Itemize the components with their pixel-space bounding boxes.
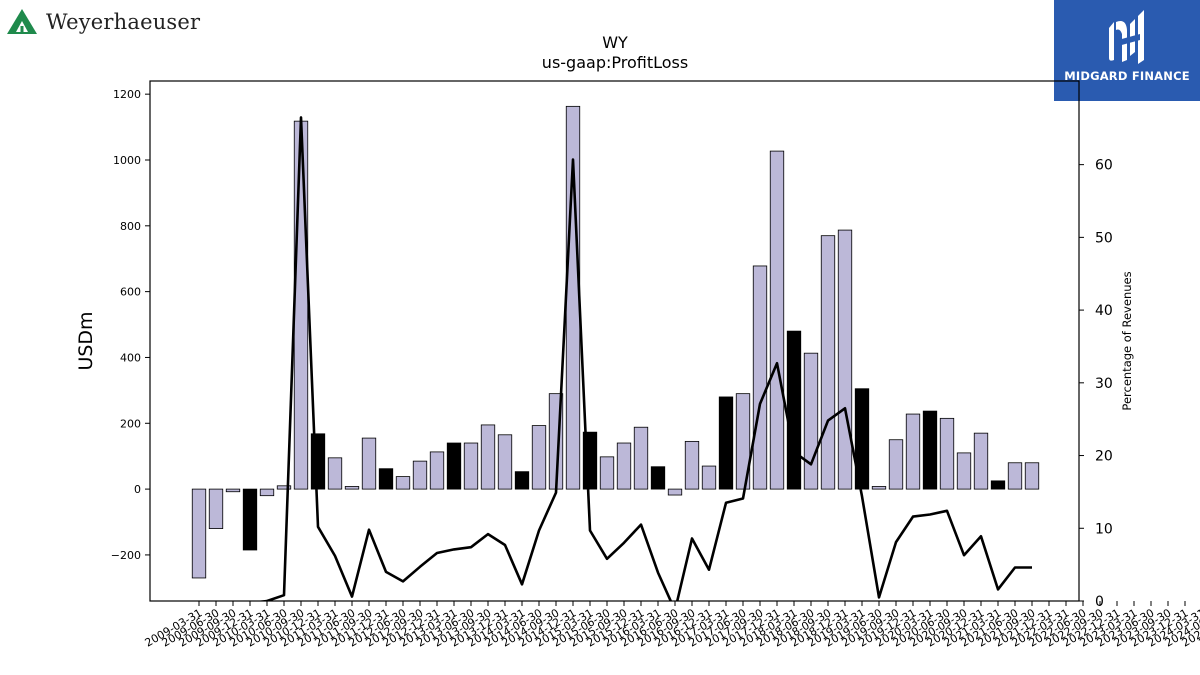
- bar: [990, 480, 1006, 490]
- x-axis: 2009-03-312009-06-302009-09-302009-12-31…: [143, 601, 1200, 650]
- bar: [191, 488, 207, 579]
- y-tick-label: 400: [120, 351, 141, 364]
- y-tick-label: −200: [111, 549, 141, 562]
- bar: [514, 471, 530, 490]
- bar: [446, 442, 462, 490]
- bar: [361, 437, 377, 490]
- y2-tick-label: 50: [1095, 230, 1113, 246]
- bar: [905, 413, 921, 490]
- y-tick-label: 200: [120, 417, 141, 430]
- bar: [956, 452, 972, 490]
- bar: [293, 120, 309, 490]
- bar: [412, 460, 428, 490]
- y2-tick-label: 40: [1095, 303, 1113, 319]
- bar: [1007, 462, 1023, 490]
- y-tick-label: 0: [134, 483, 141, 496]
- bar: [820, 235, 836, 490]
- y2-tick-label: 30: [1095, 376, 1113, 392]
- y2-tick-label: 0: [1095, 594, 1104, 610]
- bar: [667, 488, 683, 496]
- y-tick-label: 1200: [113, 88, 141, 101]
- bar: [871, 486, 887, 490]
- bar: [854, 388, 870, 490]
- bar: [803, 352, 819, 490]
- y-axis-right: 0 10 20 30 40 50 60: [1079, 158, 1113, 610]
- weyerhaeuser-tree-icon: [7, 9, 37, 34]
- bar: [378, 468, 394, 490]
- bar: [208, 488, 224, 529]
- bar: [684, 440, 700, 490]
- chart-subtitle: us-gaap:ProfitLoss: [542, 53, 688, 72]
- y-axis-label: USDm: [75, 311, 97, 370]
- bar: [259, 488, 275, 497]
- bar: [242, 488, 258, 551]
- midgard-emblem-icon: [1109, 10, 1144, 64]
- bar: [973, 432, 989, 490]
- bar: [769, 150, 785, 490]
- bar: [276, 485, 292, 490]
- bar: [599, 456, 615, 490]
- bar: [497, 434, 513, 490]
- y2-tick-label: 20: [1095, 449, 1113, 465]
- bar: [735, 393, 751, 490]
- bar-series: [191, 105, 1040, 579]
- y-tick-label: 600: [120, 286, 141, 299]
- bar: [837, 229, 853, 490]
- bar: [888, 439, 904, 490]
- bar: [616, 442, 632, 490]
- weyerhaeuser-logo: Weyerhaeuser: [6, 6, 200, 38]
- bar: [1024, 462, 1040, 490]
- line-series: [255, 116, 1032, 601]
- percentage-line: [266, 116, 1032, 601]
- bar: [531, 425, 547, 490]
- bar: [752, 265, 768, 490]
- bar: [939, 417, 955, 490]
- bar: [922, 410, 938, 490]
- y-tick-label: 1000: [113, 154, 141, 167]
- plot-frame: [149, 80, 1080, 602]
- midgard-finance-logo: MIDGARD FINANCE: [1054, 0, 1200, 101]
- weyerhaeuser-wordmark: Weyerhaeuser: [46, 10, 201, 34]
- bar: [463, 442, 479, 490]
- bar: [633, 426, 649, 490]
- y2-tick-label: 10: [1095, 521, 1113, 537]
- bar: [786, 330, 802, 490]
- bar: [650, 466, 666, 490]
- y-axis-left: −200 0 200 400 600 800 1000 1200: [111, 88, 150, 562]
- bar: [327, 457, 343, 490]
- bar: [480, 424, 496, 490]
- bar: [718, 396, 734, 490]
- midgard-finance-wordmark: MIDGARD FINANCE: [1064, 69, 1190, 83]
- bar: [701, 465, 717, 490]
- bar: [344, 486, 360, 490]
- y-tick-label: 800: [120, 220, 141, 233]
- bar: [395, 476, 411, 490]
- chart-title: WY: [602, 33, 628, 52]
- y2-axis-label: Percentage of Revenues: [1120, 271, 1134, 410]
- y2-tick-label: 60: [1095, 158, 1113, 174]
- bar: [429, 451, 445, 490]
- bar: [225, 488, 241, 493]
